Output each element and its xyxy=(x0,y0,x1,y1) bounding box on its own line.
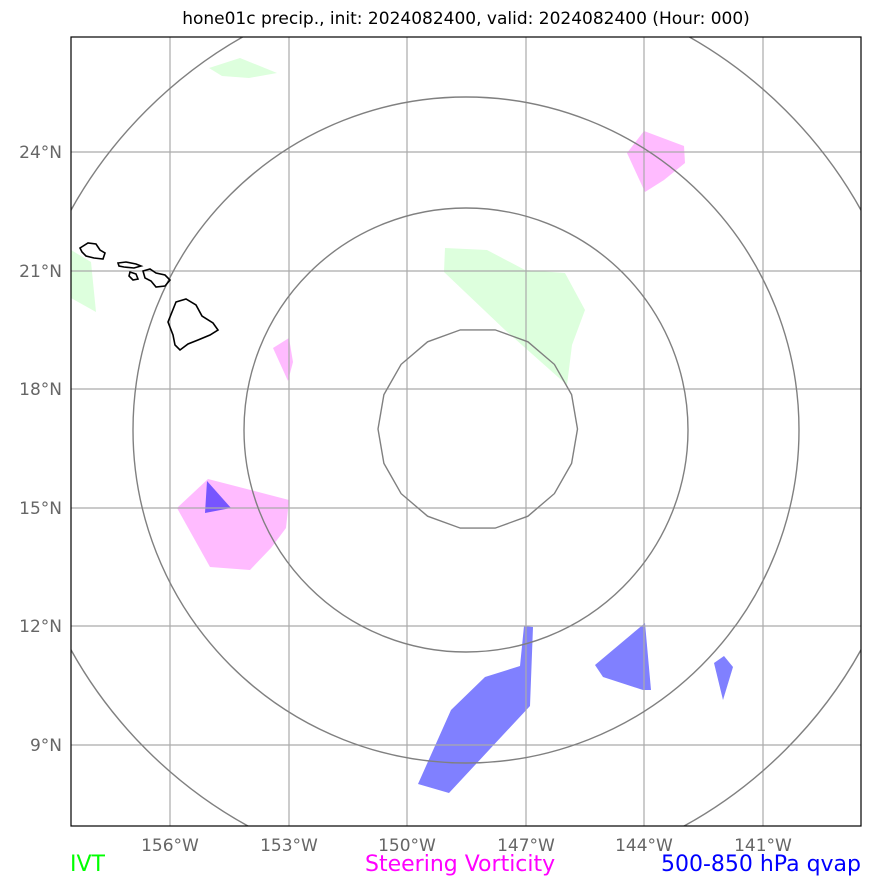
latitude-labels: 24°N 21°N 18°N 15°N 12°N 9°N xyxy=(19,143,62,756)
lon-label: 141°W xyxy=(734,836,792,856)
distance-contours xyxy=(71,37,861,826)
legend-ivt: IVT xyxy=(70,852,105,877)
lat-label: 24°N xyxy=(19,143,62,163)
island-hawaii xyxy=(167,298,220,352)
contour-ring-2 xyxy=(243,207,689,653)
vorticity-shading xyxy=(177,131,685,570)
lat-label: 15°N xyxy=(19,499,62,519)
plot-area xyxy=(71,37,861,826)
island-oahu xyxy=(116,261,144,269)
graticule xyxy=(71,37,861,826)
lon-label: 156°W xyxy=(141,836,199,856)
lat-label: 12°N xyxy=(19,617,62,637)
contour-ring-1 xyxy=(377,329,579,529)
map-title: hone01c precip., init: 2024082400, valid… xyxy=(182,9,750,29)
island-maui xyxy=(142,268,172,288)
ivt-region-west xyxy=(71,250,96,312)
legend-steering-vorticity: Steering Vorticity xyxy=(365,852,556,877)
lon-label: 147°W xyxy=(497,836,555,856)
qvap-region-far-east xyxy=(714,656,733,700)
legend-qvap: 500-850 hPa qvap xyxy=(660,852,861,877)
ivt-shading xyxy=(71,58,585,385)
lat-label: 18°N xyxy=(19,380,62,400)
plot-border xyxy=(70,36,862,827)
ivt-region-central xyxy=(444,248,585,385)
qvap-region-overlap xyxy=(205,481,231,513)
lat-label: 21°N xyxy=(19,262,62,282)
vorticity-region-southwest xyxy=(177,479,289,570)
vorticity-region-northeast xyxy=(627,131,685,192)
qvap-region-east xyxy=(595,623,651,690)
lon-label: 150°W xyxy=(378,836,436,856)
qvap-region-south xyxy=(418,626,533,793)
longitude-labels: 156°W 153°W 150°W 147°W 144°W 141°W xyxy=(141,836,792,856)
lon-label: 144°W xyxy=(615,836,673,856)
island-kauai xyxy=(78,242,106,260)
contour-ring-3 xyxy=(132,96,800,764)
hawaii-coastline xyxy=(78,242,220,352)
ivt-region-north xyxy=(209,58,277,78)
vorticity-region-small xyxy=(273,338,293,381)
qvap-shading xyxy=(205,481,733,793)
island-molokai xyxy=(128,270,140,281)
lat-label: 9°N xyxy=(30,736,62,756)
lon-label: 153°W xyxy=(260,836,318,856)
